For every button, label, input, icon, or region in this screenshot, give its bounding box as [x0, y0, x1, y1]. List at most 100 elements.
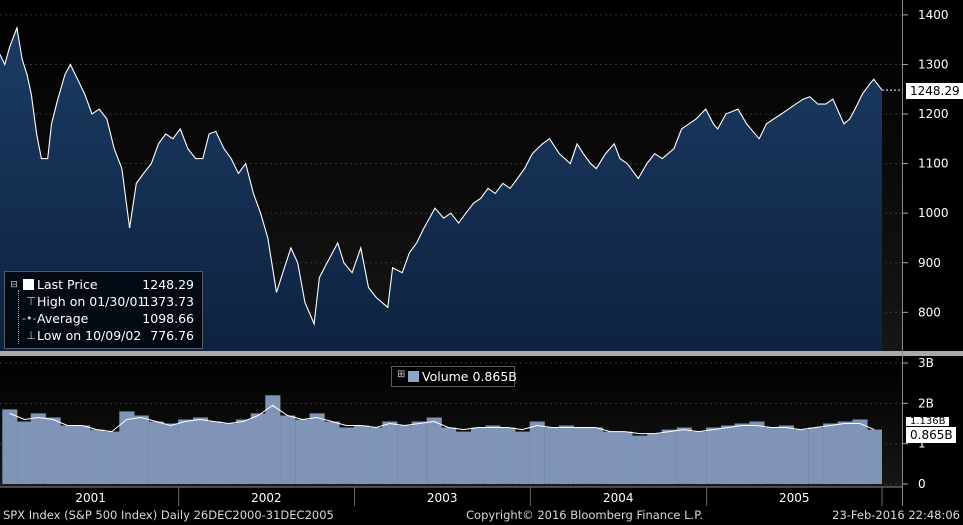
volume-bar: [544, 427, 560, 484]
volume-bar: [426, 417, 442, 484]
high-marker-icon: ⊤: [26, 295, 36, 308]
volume-bar: [721, 425, 737, 484]
volume-swatch-icon: [408, 371, 419, 382]
volume-bar: [382, 421, 398, 484]
volume-bar: [441, 427, 457, 484]
price-tick-label: 1200: [918, 107, 949, 121]
volume-bar: [734, 423, 750, 484]
volume-bar: [163, 423, 179, 484]
legend-label: Last Price: [37, 277, 98, 292]
average-marker-icon: -•-: [22, 312, 37, 325]
x-tick-label: 2004: [603, 491, 634, 505]
volume-bar: [514, 431, 530, 484]
x-tick-label: 2005: [779, 491, 810, 505]
volume-bar: [823, 423, 839, 484]
volume-bar: [793, 429, 809, 484]
last-price-square-icon: [23, 279, 34, 290]
collapse-icon[interactable]: ⊟: [10, 280, 18, 290]
volume-bar: [30, 413, 46, 484]
volume-bar: [60, 425, 76, 484]
volume-bar: [397, 425, 413, 484]
volume-bar: [104, 431, 120, 484]
volume-bar: [529, 421, 545, 484]
volume-bar: [617, 431, 633, 484]
legend-label: High on 01/30/01: [37, 294, 146, 309]
volume-value-tag: 0.865B: [906, 427, 956, 443]
volume-bar: [221, 423, 237, 484]
volume-bar: [808, 427, 824, 484]
legend-connector-line: [18, 290, 20, 344]
volume-bar: [852, 419, 868, 484]
volume-bar: [45, 417, 61, 484]
volume-bar: [2, 409, 18, 484]
price-tick-label: 1000: [918, 206, 949, 220]
x-tick-label: 2002: [251, 491, 282, 505]
legend-row-high[interactable]: ⊤ High on 01/30/01 1373.73: [5, 294, 202, 310]
price-area-series: [0, 25, 902, 353]
volume-tick-label: 1: [918, 437, 926, 451]
volume-bar: [339, 427, 355, 484]
price-axis: 800 900 1000 1100 1200 1300 1400: [902, 8, 949, 319]
price-tick-label: 900: [918, 256, 941, 270]
volume-bar: [676, 427, 692, 484]
footer-timestamp: 23-Feb-2016 22:48:06: [832, 508, 960, 522]
panel-divider[interactable]: [0, 351, 963, 356]
volume-bar: [235, 419, 251, 484]
volume-bar: [647, 433, 663, 484]
legend-label: Average: [37, 311, 89, 326]
legend-value: 1098.66: [142, 311, 194, 326]
price-tick-label: 1100: [918, 157, 949, 171]
price-tick-label: 800: [918, 305, 941, 319]
volume-legend[interactable]: ⊞ Volume 0.865B: [391, 366, 517, 387]
legend-value: 776.76: [150, 328, 194, 343]
legend-row-average[interactable]: -•- Average 1098.66: [5, 311, 202, 327]
volume-average-polyline: [9, 404, 875, 435]
volume-bar: [368, 427, 384, 484]
volume-bar: [119, 411, 135, 484]
legend-row-low[interactable]: ⊥ Low on 10/09/02 776.76: [5, 328, 202, 344]
x-tick-label: 2003: [427, 491, 458, 505]
volume-bar: [265, 395, 281, 484]
volume-legend-text: Volume 0.865B: [422, 369, 517, 384]
volume-bar: [573, 427, 589, 484]
volume-bar: [691, 431, 707, 484]
volume-bar: [763, 427, 779, 484]
volume-bar: [778, 425, 794, 484]
volume-bar: [485, 425, 501, 484]
volume-bar: [250, 413, 266, 484]
legend-row-last-price[interactable]: ⊟ Last Price 1248.29: [5, 277, 202, 293]
volume-bar: [133, 415, 149, 484]
x-tick-label: 2001: [75, 491, 106, 505]
volume-tick-label: 3B: [918, 356, 934, 370]
volume-tick-label: 0: [918, 477, 926, 491]
volume-bar: [706, 427, 722, 484]
price-tick-label: 1400: [918, 8, 949, 22]
volume-bar: [837, 421, 853, 484]
volume-legend-label: Volume: [422, 369, 469, 384]
last-price-tag: 1248.29: [906, 83, 963, 99]
legend-label: Low on 10/09/02: [37, 328, 142, 343]
volume-bar: [411, 421, 427, 484]
price-line: [0, 25, 883, 327]
footer-security: SPX Index (S&P 500 Index) Daily 26DEC200…: [3, 508, 334, 522]
volume-bar: [178, 419, 194, 484]
volume-bar: [603, 431, 619, 484]
volume-bar: [588, 427, 604, 484]
volume-legend-value: 0.865B: [472, 369, 517, 384]
volume-average-line: [9, 404, 875, 435]
price-legend[interactable]: ⊟ Last Price 1248.29 ⊤ High on 01/30/01 …: [4, 271, 203, 349]
volume-axis: 0 1 2B 3B: [902, 356, 934, 491]
volume-bar: [193, 417, 209, 484]
expand-icon[interactable]: ⊞: [397, 369, 406, 380]
volume-bar: [353, 425, 369, 484]
volume-bar: [206, 421, 222, 484]
legend-value: 1248.29: [142, 277, 194, 292]
volume-bar: [89, 429, 105, 484]
volume-bar: [75, 425, 91, 484]
volume-bar: [471, 427, 487, 484]
volume-bar: [17, 421, 33, 484]
volume-bar: [324, 421, 340, 484]
price-area-fill: [0, 27, 882, 353]
volume-tick-label: 2B: [918, 396, 934, 410]
